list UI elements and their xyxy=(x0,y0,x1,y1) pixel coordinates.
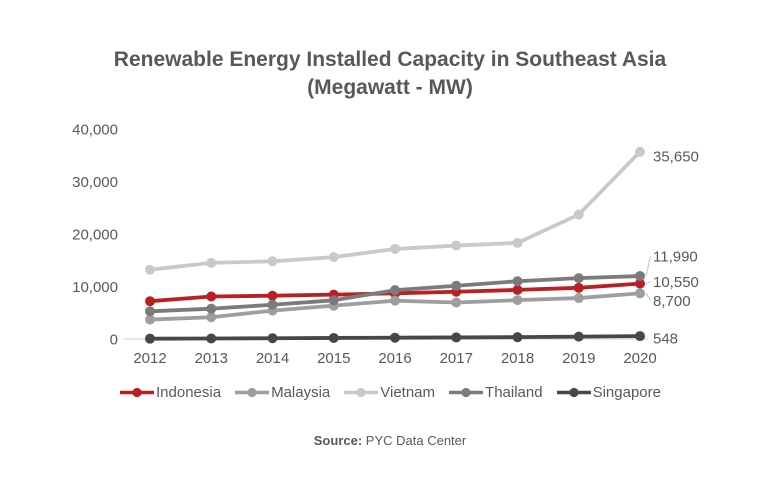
data-point xyxy=(206,303,217,314)
legend-item-indonesia: Indonesia xyxy=(119,384,221,401)
series-thailand xyxy=(145,271,645,317)
data-point xyxy=(390,332,400,343)
data-point xyxy=(206,257,217,268)
legend-label: Singapore xyxy=(592,384,661,401)
data-point xyxy=(267,299,278,310)
end-value-label-indonesia: 10,550 xyxy=(653,274,699,291)
legend-item-singapore: Singapore xyxy=(556,384,661,401)
data-point xyxy=(267,290,278,301)
data-point xyxy=(390,285,400,296)
legend-marker-dot xyxy=(568,387,579,398)
end-value-label-vietnam: 35,650 xyxy=(653,148,699,165)
data-point xyxy=(206,312,217,323)
data-point xyxy=(328,332,339,343)
y-tick-label: 10,000 xyxy=(72,279,118,296)
data-point xyxy=(512,295,523,306)
data-point xyxy=(267,256,278,267)
chart-title: Renewable Energy Installed Capacity in S… xyxy=(0,46,780,102)
data-point xyxy=(573,209,584,220)
data-point xyxy=(635,146,645,157)
data-point xyxy=(451,280,462,291)
end-value-label-malaysia: 8,700 xyxy=(653,293,691,310)
legend-marker-thailand xyxy=(449,387,484,398)
data-point xyxy=(206,291,217,302)
data-point xyxy=(635,331,645,342)
data-point xyxy=(573,293,584,304)
x-tick-label: 2020 xyxy=(623,350,656,367)
x-tick-label: 2014 xyxy=(256,350,289,367)
legend-item-thailand: Thailand xyxy=(448,384,543,401)
legend-marker-singapore xyxy=(556,387,591,398)
legend-marker-vietnam xyxy=(344,387,379,398)
y-tick-label: 30,000 xyxy=(72,174,118,191)
data-point xyxy=(635,278,645,289)
series-singapore xyxy=(145,331,645,344)
data-point xyxy=(512,332,523,343)
data-point xyxy=(145,306,155,317)
data-point xyxy=(145,296,155,307)
y-tick-label: 0 xyxy=(110,332,118,349)
data-point xyxy=(451,332,462,343)
data-point xyxy=(328,295,339,306)
legend-label: Thailand xyxy=(485,384,543,401)
data-point xyxy=(573,331,584,342)
legend-marker-dot xyxy=(132,387,142,398)
end-value-label-thailand: 11,990 xyxy=(653,249,698,266)
x-tick-label: 2012 xyxy=(133,350,166,367)
x-tick-label: 2018 xyxy=(501,350,534,367)
legend-marker-dot xyxy=(247,387,257,398)
x-tick-label: 2015 xyxy=(317,350,350,367)
data-point xyxy=(390,243,400,254)
legend-label: Vietnam xyxy=(380,384,436,401)
data-point xyxy=(145,264,155,275)
legend-marker-dot xyxy=(461,387,471,398)
leader-line xyxy=(645,293,652,301)
source-text: PYC Data Center xyxy=(362,433,467,448)
legend-label: Indonesia xyxy=(156,384,222,401)
data-point xyxy=(390,295,400,306)
x-tick-label: 2016 xyxy=(378,350,411,367)
data-point xyxy=(328,252,339,263)
legend-marker-malaysia xyxy=(235,387,270,398)
source-note: Source: PYC Data Center xyxy=(0,433,780,448)
legend-marker-indonesia xyxy=(120,387,155,398)
data-point xyxy=(145,314,155,325)
data-point xyxy=(451,240,462,251)
source-label: Source: xyxy=(313,433,363,448)
y-axis-ticks: 0 10,000 20,000 30,000 40,000 xyxy=(72,122,118,349)
data-point xyxy=(573,273,584,284)
data-point xyxy=(635,271,645,282)
data-point xyxy=(635,288,645,299)
legend-item-malaysia: Malaysia xyxy=(234,384,330,401)
data-point xyxy=(267,333,278,344)
chart-title-line1: Renewable Energy Installed Capacity in S… xyxy=(113,48,667,71)
x-tick-label: 2017 xyxy=(440,350,473,367)
leader-line xyxy=(645,255,652,277)
data-point xyxy=(145,333,155,344)
legend-label: Malaysia xyxy=(271,384,331,401)
data-point xyxy=(206,333,217,344)
data-point xyxy=(512,276,523,287)
y-tick-label: 40,000 xyxy=(72,122,118,139)
data-point xyxy=(573,282,584,293)
series-vietnam xyxy=(145,146,645,275)
legend-marker-dot xyxy=(356,387,366,398)
data-point xyxy=(512,237,523,248)
leader-line xyxy=(645,281,651,285)
x-tick-label: 2019 xyxy=(562,350,595,367)
data-point xyxy=(512,284,523,295)
end-value-label-singapore: 548 xyxy=(653,331,678,348)
legend-item-vietnam: Vietnam xyxy=(343,384,435,401)
x-tick-label: 2013 xyxy=(195,350,228,367)
data-point xyxy=(451,297,462,308)
chart-legend: Indonesia Malaysia Vietnam Thailand Singapor… xyxy=(0,384,780,401)
chart-title-line2: (Megawatt - MW) xyxy=(307,76,473,99)
x-axis-ticks: 2012 2013 2014 2015 2016 2017 2018 2019 2020 xyxy=(133,350,656,367)
y-tick-label: 20,000 xyxy=(72,227,118,244)
